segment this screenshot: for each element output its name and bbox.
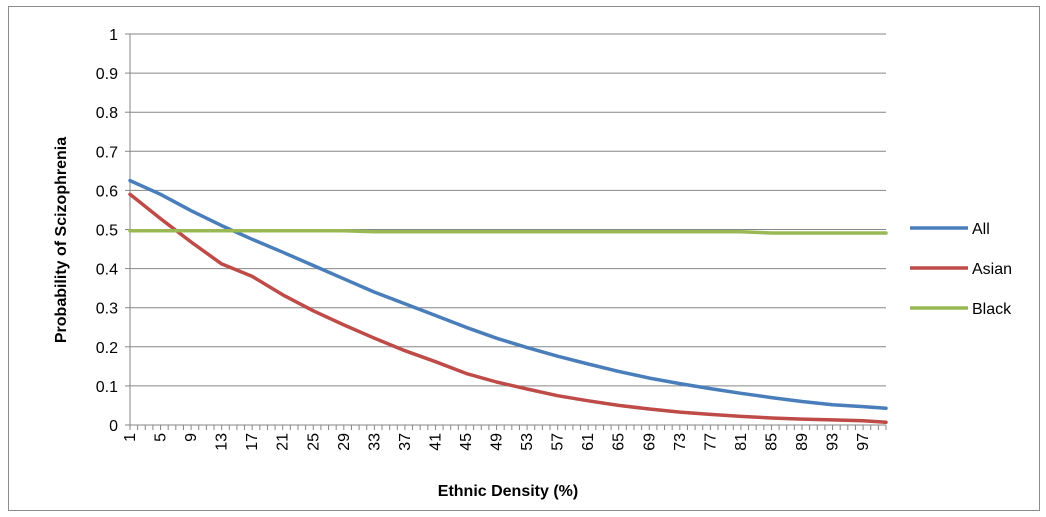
x-tick-label: 81 (733, 433, 750, 451)
x-tick-label: 65 (611, 433, 628, 451)
x-tick-label: 33 (366, 433, 383, 451)
gridlines (130, 33, 886, 387)
x-tick-label: 41 (427, 433, 444, 451)
legend: All Asian Black (910, 221, 1012, 318)
x-tick-label: 13 (214, 433, 231, 451)
x-tick-label: 93 (825, 433, 842, 451)
x-tick-label: 73 (672, 433, 689, 451)
x-tick-label: 77 (702, 433, 719, 451)
y-tick-label: 0 (109, 418, 118, 435)
x-tick-label: 61 (580, 433, 597, 451)
y-tick-label: 0.8 (96, 105, 118, 122)
y-tick-label: 0.7 (96, 144, 118, 161)
legend-label-all: All (972, 221, 990, 238)
x-tick-label: 57 (550, 433, 567, 451)
y-tick-label: 0.4 (96, 262, 118, 279)
legend-label-black: Black (972, 301, 1012, 318)
series-lines (128, 178, 888, 425)
y-tick-label: 0.2 (96, 340, 118, 357)
y-tick-label: 0.1 (96, 379, 118, 396)
x-tick-label: 37 (397, 433, 414, 451)
x-tick-label: 25 (305, 433, 322, 451)
chart-frame (8, 6, 1040, 511)
x-tick-label: 5 (153, 433, 170, 442)
x-tick-label: 45 (458, 433, 475, 451)
x-tick-label: 85 (763, 433, 780, 451)
y-tick-label: 0.3 (96, 301, 118, 318)
x-axis-title: Ethnic Density (%) (438, 483, 578, 500)
x-tick-label: 49 (489, 433, 506, 451)
series-line-asian (128, 192, 888, 425)
x-tick-label: 89 (794, 433, 811, 451)
legend-label-asian: Asian (972, 261, 1012, 278)
y-tick-labels: 0 0.1 0.2 0.3 0.4 0.5 0.6 0.7 0.8 0.9 1 (96, 27, 118, 435)
series-line-black (128, 228, 888, 235)
x-tick-label: 21 (275, 433, 292, 451)
x-tick-label: 9 (183, 433, 200, 442)
x-tick-label: 17 (244, 433, 261, 451)
y-tick-label: 0.9 (96, 66, 118, 83)
x-tick-labels: 1 5 9 13 17 21 25 29 33 37 41 45 49 53 57 61 65 69 73 77 81 8… (122, 433, 872, 451)
y-tick-label: 0.5 (96, 223, 118, 240)
x-tick-label: 29 (336, 433, 353, 451)
x-tick-label: 69 (641, 433, 658, 451)
y-tick-label: 1 (109, 27, 118, 44)
x-tick-label: 53 (519, 433, 536, 451)
x-tick-label: 97 (855, 433, 872, 451)
y-axis-title: Probability of Scizophrenia (53, 137, 70, 343)
x-tick-label: 1 (122, 433, 139, 442)
series-line-all (128, 178, 888, 410)
y-tick-label: 0.6 (96, 183, 118, 200)
